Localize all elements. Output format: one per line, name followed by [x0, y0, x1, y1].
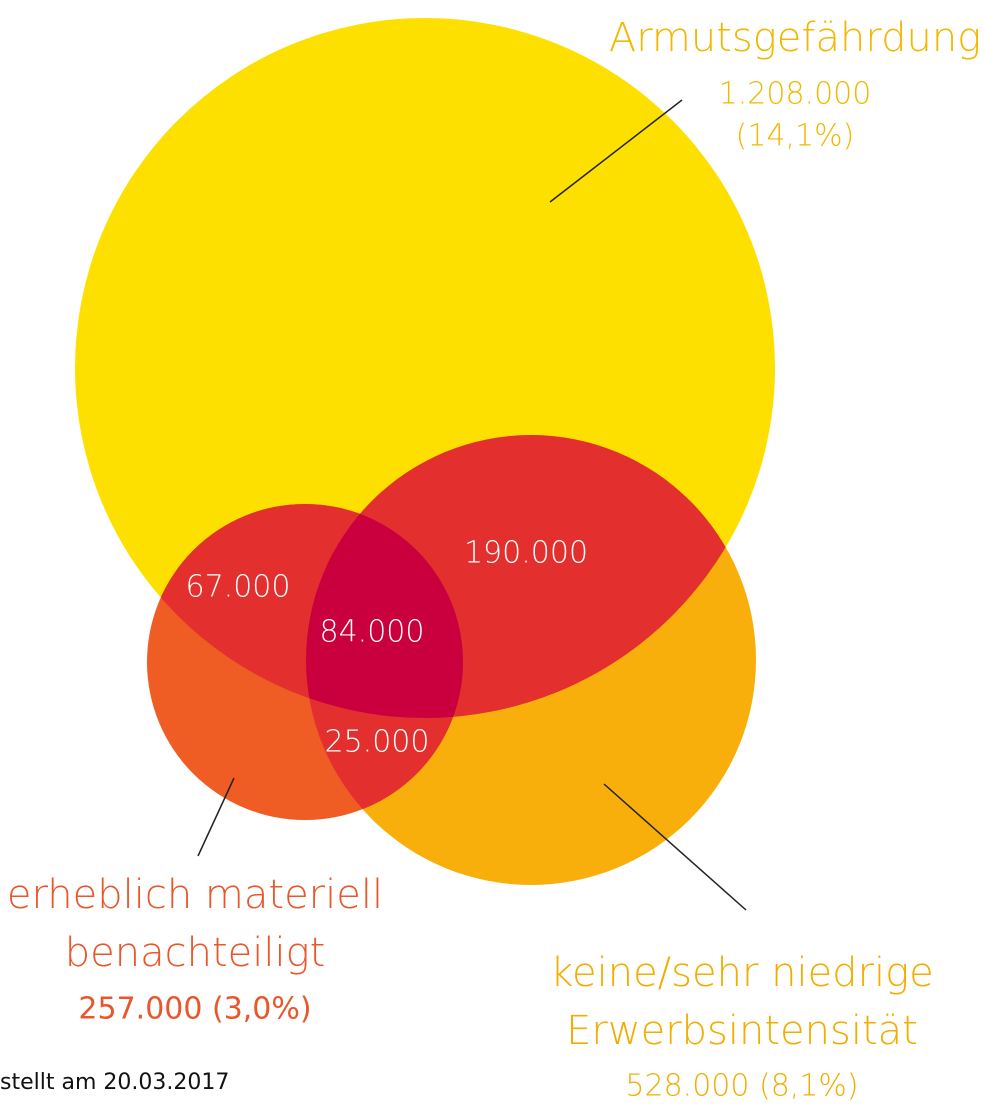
set-value: 1.208.000 [719, 77, 872, 112]
leader-line [603, 783, 747, 911]
intersection-value: 190.000 [464, 536, 588, 571]
set-label: erheblich materiell [7, 872, 383, 918]
footer: stellt am 20.03.2017 [0, 1070, 229, 1095]
set-label: keine/sehr niedrige [550, 950, 934, 996]
leader-line [549, 99, 683, 203]
set-label: Armutsgefährdung [609, 15, 981, 61]
set-value: 528.000 (8,1%) [625, 1069, 858, 1104]
overlap-all [306, 504, 463, 718]
leader-line [197, 777, 235, 857]
set-share: (14,1%) [736, 119, 855, 154]
set-label: Erwerbsintensität [566, 1008, 918, 1054]
intersection-value: 67.000 [186, 570, 291, 605]
set-value: 257.000 (3,0%) [78, 992, 311, 1027]
set-label: benachteiligt [65, 930, 326, 976]
intersection-value: 25.000 [325, 725, 430, 760]
overlap-armut-erwerb [306, 435, 756, 718]
intersection-value: 84.000 [320, 615, 425, 650]
